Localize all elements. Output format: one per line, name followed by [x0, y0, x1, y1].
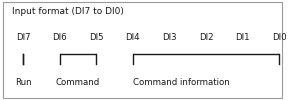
- FancyBboxPatch shape: [3, 2, 282, 98]
- Text: DI0: DI0: [272, 32, 287, 42]
- Text: Command information: Command information: [133, 78, 230, 87]
- Text: DI3: DI3: [162, 32, 177, 42]
- Text: DI5: DI5: [89, 32, 104, 42]
- Text: DI6: DI6: [52, 32, 67, 42]
- Text: DI7: DI7: [16, 32, 30, 42]
- Text: Run: Run: [15, 78, 31, 87]
- Text: Input format (DI7 to DI0): Input format (DI7 to DI0): [12, 7, 123, 16]
- Text: DI1: DI1: [235, 32, 250, 42]
- Text: DI2: DI2: [199, 32, 213, 42]
- Text: DI4: DI4: [126, 32, 140, 42]
- Text: Command: Command: [56, 78, 100, 87]
